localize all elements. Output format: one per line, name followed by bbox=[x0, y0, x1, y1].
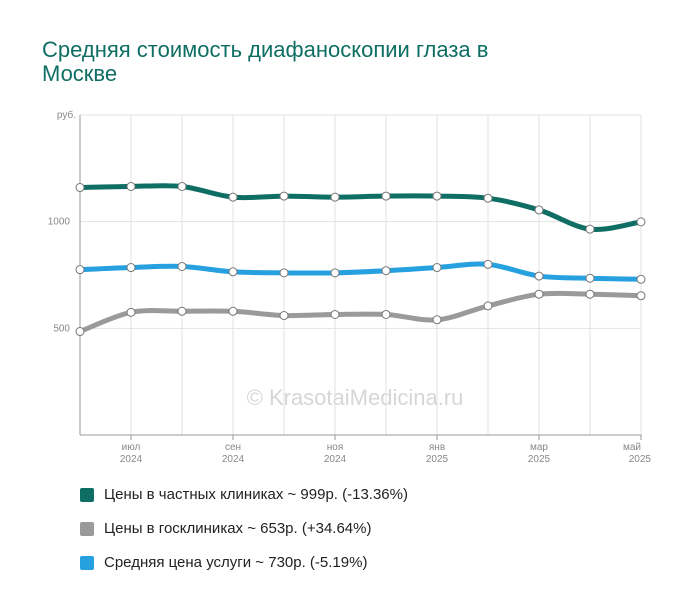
legend-label: Средняя цена услуги ~ 730р. (-5.19%) bbox=[104, 554, 367, 571]
legend-swatch bbox=[80, 522, 94, 536]
data-point bbox=[177, 181, 187, 191]
data-point bbox=[126, 181, 136, 191]
x-tick-year: 2025 bbox=[426, 454, 449, 465]
data-point bbox=[126, 263, 136, 273]
data-point bbox=[279, 191, 289, 201]
data-point bbox=[432, 191, 442, 201]
x-tick-year: 2024 bbox=[222, 454, 245, 465]
data-point bbox=[585, 273, 595, 283]
data-point bbox=[432, 263, 442, 273]
data-point bbox=[534, 271, 544, 281]
data-point bbox=[330, 192, 340, 202]
data-point bbox=[126, 307, 136, 317]
x-tick-label: ноя bbox=[327, 442, 344, 453]
x-tick-label: июл bbox=[122, 442, 141, 453]
series-line bbox=[77, 290, 644, 335]
y-tick-label: 1000 bbox=[48, 217, 71, 228]
data-point bbox=[534, 289, 544, 299]
x-tick-label: май bbox=[623, 442, 641, 453]
data-point bbox=[228, 192, 238, 202]
x-tick-label: сен bbox=[225, 442, 241, 453]
x-tick-year: 2024 bbox=[120, 454, 143, 465]
data-point bbox=[75, 265, 85, 275]
data-point bbox=[75, 327, 85, 337]
data-point bbox=[483, 259, 493, 269]
data-point bbox=[75, 183, 85, 193]
data-point bbox=[636, 274, 646, 284]
data-point bbox=[279, 311, 289, 321]
data-point bbox=[228, 267, 238, 277]
data-point bbox=[483, 193, 493, 203]
y-tick-label: 500 bbox=[53, 323, 70, 334]
data-point bbox=[177, 261, 187, 271]
data-point bbox=[279, 268, 289, 278]
data-point bbox=[534, 205, 544, 215]
x-tick-label: янв bbox=[429, 442, 445, 453]
data-point bbox=[585, 224, 595, 234]
x-tick-year: 2025 bbox=[629, 454, 652, 465]
x-tick-year: 2025 bbox=[528, 454, 551, 465]
chart-title: Средняя стоимость диафаноскопии глаза в … bbox=[42, 37, 489, 86]
data-point bbox=[330, 309, 340, 319]
data-point bbox=[381, 266, 391, 276]
data-point bbox=[636, 291, 646, 301]
data-point bbox=[330, 268, 340, 278]
x-tick-year: 2024 bbox=[324, 454, 347, 465]
x-tick-label: мар bbox=[530, 442, 548, 453]
data-point bbox=[381, 309, 391, 319]
series-line bbox=[77, 183, 644, 232]
legend-swatch bbox=[80, 556, 94, 570]
legend-label: Цены в госклиниках ~ 653р. (+34.64%) bbox=[104, 520, 371, 537]
data-point bbox=[177, 306, 187, 316]
watermark: © KrasotaiMedicina.ru bbox=[247, 385, 464, 410]
legend-swatch bbox=[80, 488, 94, 502]
data-point bbox=[228, 306, 238, 316]
data-point bbox=[585, 289, 595, 299]
data-point bbox=[432, 315, 442, 325]
data-point bbox=[636, 217, 646, 227]
data-point bbox=[381, 191, 391, 201]
y-unit: руб. bbox=[57, 109, 76, 121]
data-point bbox=[483, 301, 493, 311]
series-line bbox=[77, 261, 644, 282]
legend-label: Цены в частных клиниках ~ 999р. (-13.36%… bbox=[104, 486, 408, 503]
